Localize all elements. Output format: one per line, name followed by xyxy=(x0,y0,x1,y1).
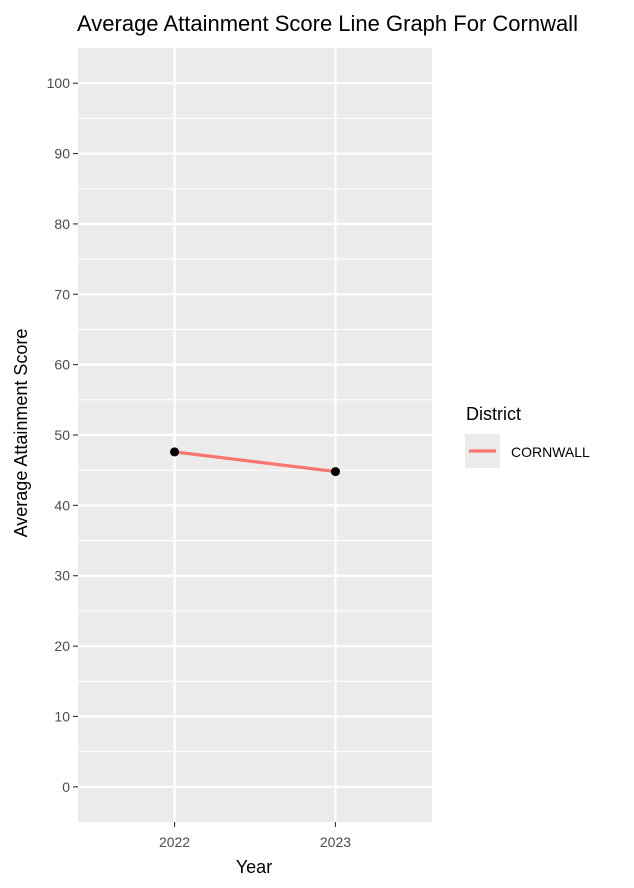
series-line xyxy=(174,450,336,474)
legend-label: CORNWALL xyxy=(511,444,590,460)
y-tick-label: 60 xyxy=(54,357,70,373)
y-tick-label: 40 xyxy=(54,497,70,513)
y-tick-label: 70 xyxy=(54,286,70,302)
y-axis-title: Average Attainment Score xyxy=(11,329,31,538)
legend-title: District xyxy=(466,404,521,424)
legend: District CORNWALL xyxy=(465,404,590,468)
y-tick-label: 10 xyxy=(54,708,70,724)
data-point xyxy=(170,447,180,457)
y-tick-label: 90 xyxy=(54,146,70,162)
x-tick-label: 2022 xyxy=(159,834,190,850)
y-tick-label: 80 xyxy=(54,216,70,232)
y-tick-label: 50 xyxy=(54,427,70,443)
x-tick-label: 2023 xyxy=(320,834,351,850)
data-point xyxy=(330,467,340,477)
y-tick-label: 100 xyxy=(47,75,71,91)
major-gridlines xyxy=(78,48,432,822)
minor-gridlines xyxy=(78,117,432,753)
series-layer xyxy=(170,447,340,477)
y-tick-label: 0 xyxy=(62,779,70,795)
chart-title: Average Attainment Score Line Graph For … xyxy=(77,11,578,36)
y-axis: 0 10 20 30 40 50 60 70 80 90 100 xyxy=(47,75,78,795)
x-axis: 2022 2023 xyxy=(159,822,351,850)
y-tick-label: 20 xyxy=(54,638,70,654)
x-axis-title: Year xyxy=(236,857,272,877)
y-tick-label: 30 xyxy=(54,568,70,584)
